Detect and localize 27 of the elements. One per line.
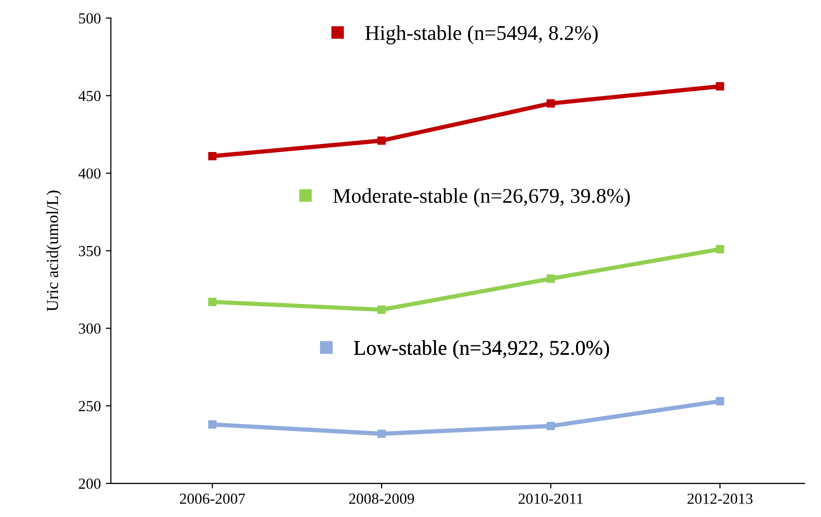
legend-label: Low-stable (n=34,922, 52.0%) xyxy=(354,340,609,360)
point xyxy=(208,152,217,160)
x-tick-label: 2006-2007 xyxy=(180,494,246,504)
point xyxy=(377,430,386,438)
point xyxy=(546,422,555,430)
legend-label: High-stable (n=5494, 8.2%) xyxy=(365,25,598,44)
y-axis-title: Uric acid(umol/L) xyxy=(46,190,62,312)
y-tick-label: 500 xyxy=(79,13,101,24)
y-tick-label: 450 xyxy=(78,90,101,102)
y-tick-label: 300 xyxy=(78,323,101,334)
point xyxy=(716,245,724,254)
x-tick-label: 2012-2013 xyxy=(688,494,752,504)
point xyxy=(546,274,555,283)
y-tick-label: 250 xyxy=(78,400,101,412)
x-tick-label: 2010-2011 xyxy=(518,494,583,504)
point xyxy=(716,82,724,91)
point xyxy=(546,99,555,108)
legend-label: Moderate-stable (n=26,679, 39.8%) xyxy=(333,188,630,208)
y-tick-label: 200 xyxy=(78,478,101,489)
y-tick-label: 400 xyxy=(78,168,101,179)
point xyxy=(716,397,724,406)
point xyxy=(208,420,217,429)
point xyxy=(208,298,217,306)
point xyxy=(377,306,386,314)
point xyxy=(377,136,386,145)
y-tick-label: 350 xyxy=(78,246,101,256)
x-tick-label: 2008-2009 xyxy=(349,494,414,504)
